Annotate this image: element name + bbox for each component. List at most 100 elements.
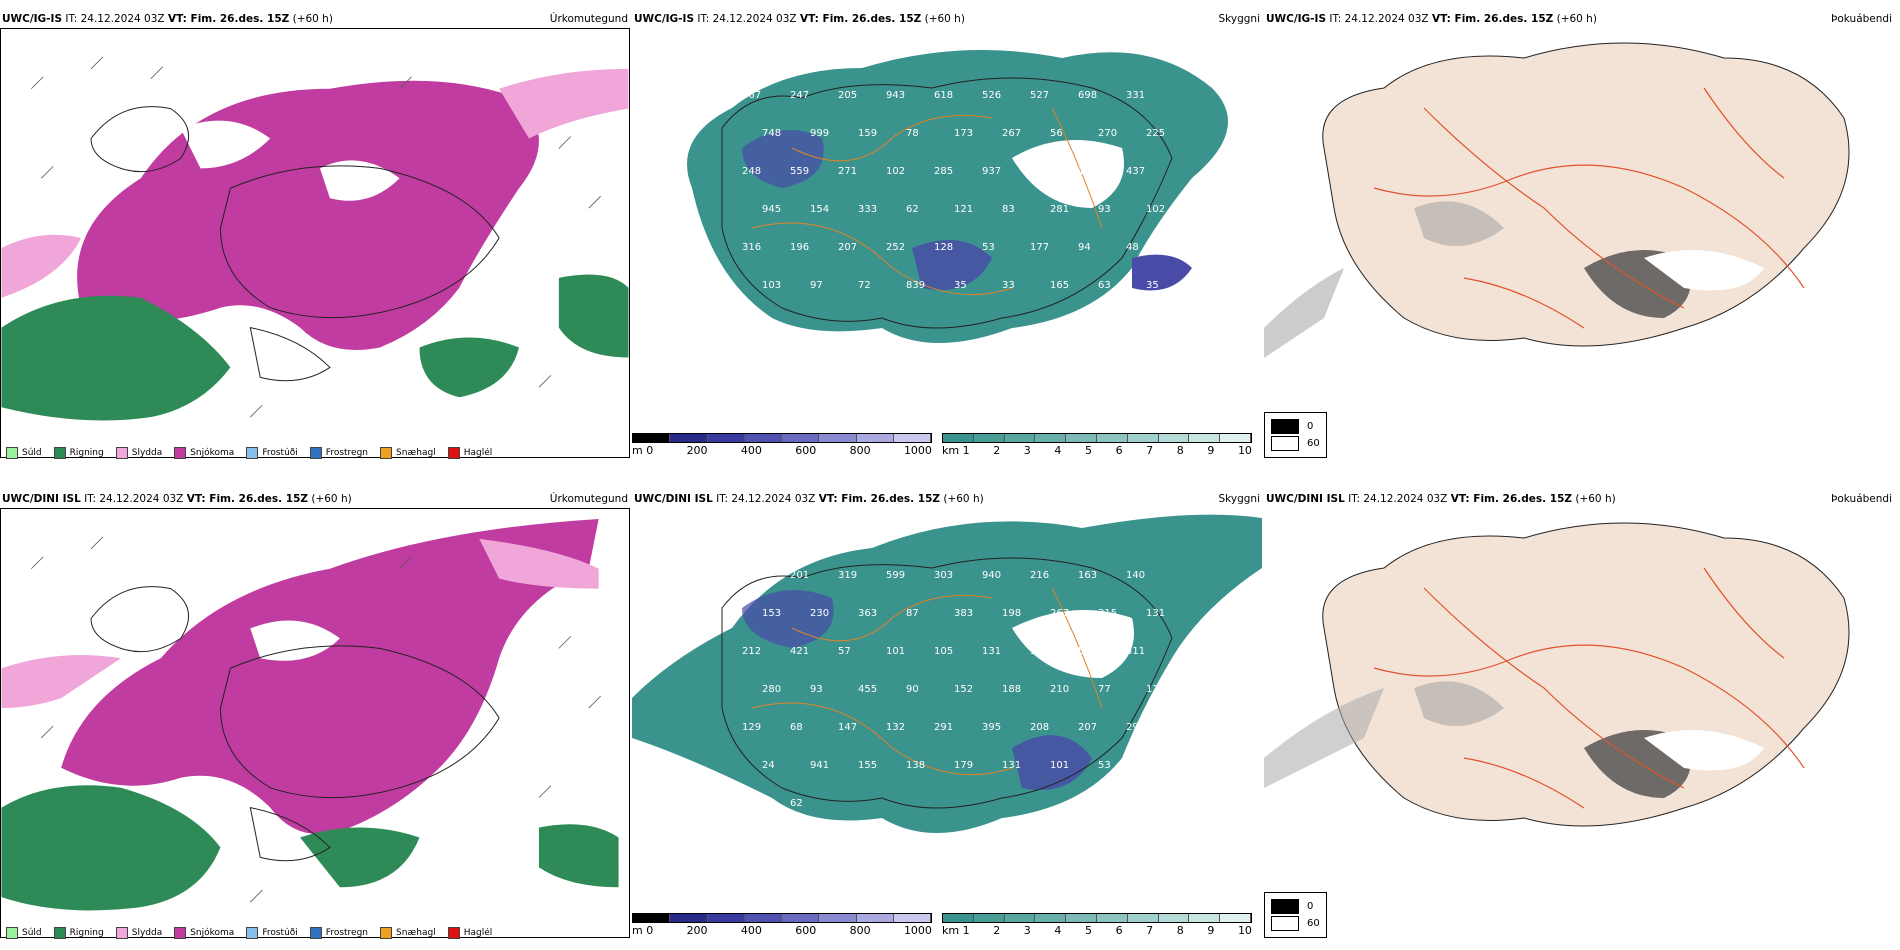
panel-title: Skyggni [1218,13,1261,25]
lead-time: (+60 h) [311,493,352,505]
legend-swatch [53,927,66,939]
valid-time: VT: Fim. 26.des. 15Z [186,493,309,505]
lead-time: (+60 h) [1575,493,1616,505]
fog-panel-row1: UWC/IG-IS IT: 24.12.2024 03Z VT: Fim. 26… [1264,10,1894,470]
visibility-value-label: 140 [1126,570,1145,581]
visibility-value-label: 363 [858,608,877,619]
visibility-value-label: 945 [762,204,781,215]
visibility-value-label: 196 [790,242,809,253]
lead-time: (+60 h) [924,13,965,25]
legend-swatch [115,927,128,939]
visibility-value-label: 599 [886,570,905,581]
legend-item: Haglél [447,927,492,939]
legend-item: Snjókoma [174,447,234,459]
visibility-value-label: 131 [982,646,1001,657]
visibility-value-label: 154 [810,204,829,215]
model-name: UWC/IG-IS [1266,13,1327,25]
visibility-value-label: 303 [934,570,953,581]
visibility-value-label: 210 [1050,684,1069,695]
visibility-value-label: 252 [886,242,905,253]
visibility-value-label: 618 [934,90,953,101]
legend-item: Rigning [53,447,104,459]
visibility-value-label: 62 [790,798,803,809]
km-scale: km 1 2 3 4 5 6 7 8 9 10 [942,433,1252,457]
visibility-value-label: 421 [790,646,809,657]
visibility-value-label: 30 [1146,760,1159,771]
legend-item: Snæhagl [380,447,436,459]
visibility-value-label: 109 [1030,166,1049,177]
init-time: IT: 24.12.2024 03Z [65,13,165,25]
visibility-value-label: 33 [1002,280,1015,291]
visibility-value-label: 941 [810,760,829,771]
visibility-value-label: 159 [858,128,877,139]
legend-swatch [174,447,187,459]
visibility-value-label: 527 [1030,90,1049,101]
visibility-labels: 457 201 319 599 303 940 216 163 140 153 230 363 87 38… [742,570,1165,809]
visibility-value-label: 207 [1078,722,1097,733]
visibility-value-label: 201 [790,570,809,581]
legend-swatch [6,447,18,459]
visibility-value-label: 437 [1126,166,1145,177]
panel-title: Úrkomutegund [549,493,628,505]
visibility-value-label: 78 [906,128,919,139]
visibility-value-label: 667 [742,90,761,101]
visibility-value-label: 205 [838,90,857,101]
visibility-value-label: 35 [954,280,967,291]
legend-item: Frostúði [246,447,298,459]
visibility-value-label: 138 [906,760,925,771]
visibility-value-label: 94 [1078,242,1091,253]
legend-item: Slydda [115,447,162,459]
panel-header: UWC/IG-IS IT: 24.12.2024 03Z VT: Fim. 26… [0,10,630,28]
visibility-value-label: 131 [1002,760,1021,771]
visibility-value-label: 24 [762,760,775,771]
panel-title: Þokuábendi [1831,493,1892,505]
model-name: UWC/IG-IS [2,13,63,25]
visibility-value-label: 147 [838,722,857,733]
visibility-value-label: 39 [742,798,755,809]
visibility-value-label: 87 [906,608,919,619]
visibility-value-label: 267 [1050,608,1069,619]
visibility-value-label: 270 [1098,128,1117,139]
fog-key: 0 60 [1264,412,1327,458]
legend-swatch [53,447,66,459]
visibility-map [687,50,1228,343]
legend-swatch [115,447,128,459]
precip-type-panel-row1: UWC/IG-IS IT: 24.12.2024 03Z VT: Fim. 26… [0,10,630,470]
legend-item: Snjókoma [174,927,234,939]
lead-time: (+60 h) [943,493,984,505]
panel-header: UWC/DINI ISL IT: 24.12.2024 03Z VT: Fim.… [0,490,630,508]
visibility-value-label: 105 [934,646,953,657]
legend-item: Frostúði [246,927,298,939]
visibility-value-label: 395 [982,722,1001,733]
legend-swatch [309,447,322,459]
visibility-value-label: 839 [906,280,925,291]
valid-time: VT: Fim. 26.des. 15Z [818,493,941,505]
visibility-value-label: 216 [1030,570,1049,581]
visibility-value-label: 93 [810,684,823,695]
precip-type-map [0,508,630,938]
visibility-value-label: 128 [934,242,953,253]
panel-title: Úrkomutegund [549,13,628,25]
lead-time: (+60 h) [292,13,333,25]
visibility-value-label: 371 [1030,646,1049,657]
visibility-panel-row1: UWC/IG-IS IT: 24.12.2024 03Z VT: Fim. 26… [632,10,1262,470]
visibility-value-label: 63 [1098,280,1111,291]
panel-header: UWC/DINI ISL IT: 24.12.2024 03Z VT: Fim.… [632,490,1262,508]
valid-time: VT: Fim. 26.des. 15Z [1431,13,1554,25]
panel-header: UWC/DINI ISL IT: 24.12.2024 03Z VT: Fim.… [1264,490,1894,508]
legend-swatch [246,927,259,939]
visibility-value-label: 121 [954,204,973,215]
km-scale: km 1 2 3 4 5 6 7 8 9 10 [942,913,1252,937]
visibility-value-label: 212 [742,646,761,657]
visibility-value-label: 198 [1002,608,1021,619]
visibility-labels: 667 247 205 943 618 526 527 698 331 748 999 159 78 17… [742,90,1165,329]
visibility-value-label: 281 [1050,204,1069,215]
fog-map [1264,42,1850,358]
init-time: IT: 24.12.2024 03Z [716,493,816,505]
visibility-value-label: 155 [1078,166,1097,177]
visibility-value-label: 177 [1030,242,1049,253]
init-time: IT: 24.12.2024 03Z [697,13,797,25]
legend-swatch [174,927,187,939]
visibility-value-label: 152 [954,684,973,695]
visibility-value-label: 940 [982,570,1001,581]
